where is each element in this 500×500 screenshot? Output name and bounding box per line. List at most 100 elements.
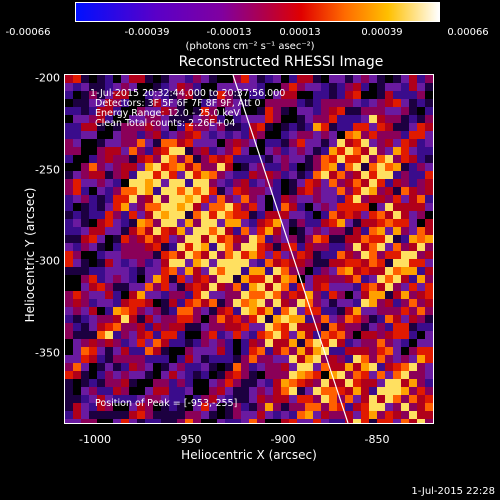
- heatmap-cell: [321, 355, 329, 363]
- heatmap-cell: [257, 307, 265, 315]
- heatmap-cell: [193, 91, 201, 99]
- heatmap-cell: [153, 339, 161, 347]
- heatmap-cell: [361, 75, 369, 83]
- heatmap-cell: [193, 387, 201, 395]
- heatmap-cell: [329, 299, 337, 307]
- heatmap-cell: [169, 163, 177, 171]
- heatmap-cell: [209, 243, 217, 251]
- heatmap-cell: [169, 403, 177, 411]
- heatmap-cell: [89, 195, 97, 203]
- heatmap-cell: [265, 243, 273, 251]
- heatmap-cell: [65, 75, 73, 83]
- heatmap-cell: [153, 99, 161, 107]
- heatmap-cell: [337, 171, 345, 179]
- heatmap-cell: [105, 75, 113, 83]
- heatmap-cell: [81, 91, 89, 99]
- heatmap-cell: [201, 227, 209, 235]
- heatmap-cell: [273, 283, 281, 291]
- heatmap-cell: [193, 163, 201, 171]
- heatmap-cell: [209, 339, 217, 347]
- heatmap-cell: [273, 259, 281, 267]
- heatmap-cell: [425, 379, 433, 387]
- heatmap-cell: [153, 139, 161, 147]
- heatmap-cell: [393, 147, 401, 155]
- heatmap-cell: [313, 379, 321, 387]
- heatmap-cell: [89, 243, 97, 251]
- heatmap-cell: [321, 99, 329, 107]
- heatmap-cell: [241, 75, 249, 83]
- heatmap-cell: [217, 251, 225, 259]
- heatmap-cell: [417, 411, 425, 419]
- heatmap-cell: [289, 419, 297, 423]
- heatmap-cell: [233, 419, 241, 423]
- heatmap-cell: [409, 323, 417, 331]
- heatmap-cell: [169, 267, 177, 275]
- heatmap-cell: [209, 315, 217, 323]
- heatmap-cell: [313, 259, 321, 267]
- heatmap-cell: [161, 371, 169, 379]
- heatmap-cell: [193, 291, 201, 299]
- heatmap-cell: [137, 91, 145, 99]
- heatmap-cell: [73, 203, 81, 211]
- heatmap-cell: [137, 171, 145, 179]
- heatmap-cell: [105, 315, 113, 323]
- heatmap-cell: [113, 347, 121, 355]
- heatmap-cell: [89, 331, 97, 339]
- heatmap-cell: [161, 235, 169, 243]
- heatmap-cell: [161, 259, 169, 267]
- heatmap-cell: [329, 171, 337, 179]
- heatmap-cell: [81, 235, 89, 243]
- heatmap-cell: [105, 347, 113, 355]
- heatmap-cell: [249, 259, 257, 267]
- heatmap-cell: [257, 355, 265, 363]
- heatmap-cell: [377, 147, 385, 155]
- heatmap-cell: [201, 355, 209, 363]
- heatmap-cell: [97, 107, 105, 115]
- heatmap-cell: [129, 171, 137, 179]
- heatmap-cell: [281, 195, 289, 203]
- heatmap-cell: [105, 251, 113, 259]
- heatmap-cell: [393, 299, 401, 307]
- heatmap-cell: [177, 323, 185, 331]
- heatmap-cell: [169, 387, 177, 395]
- heatmap-cell: [177, 83, 185, 91]
- heatmap-cell: [297, 203, 305, 211]
- heatmap-cell: [313, 291, 321, 299]
- heatmap-cell: [233, 107, 241, 115]
- heatmap-cell: [361, 83, 369, 91]
- heatmap-cell: [385, 75, 393, 83]
- heatmap-cell: [329, 307, 337, 315]
- heatmap-cell: [137, 187, 145, 195]
- heatmap-cell: [177, 235, 185, 243]
- heatmap-cell: [281, 259, 289, 267]
- heatmap-cell: [345, 323, 353, 331]
- heatmap-cell: [65, 355, 73, 363]
- heatmap-cell: [345, 275, 353, 283]
- heatmap-cell: [353, 315, 361, 323]
- heatmap-cell: [393, 339, 401, 347]
- heatmap-cell: [265, 299, 273, 307]
- heatmap-cell: [417, 291, 425, 299]
- heatmap-cell: [345, 171, 353, 179]
- heatmap-cell: [209, 235, 217, 243]
- heatmap-cell: [105, 267, 113, 275]
- heatmap-cell: [417, 195, 425, 203]
- heatmap-cell: [329, 131, 337, 139]
- heatmap-cell: [289, 163, 297, 171]
- heatmap-cell: [65, 411, 73, 419]
- heatmap-cell: [161, 203, 169, 211]
- heatmap-cell: [73, 275, 81, 283]
- heatmap-cell: [129, 411, 137, 419]
- heatmap-cell: [129, 347, 137, 355]
- heatmap-cell: [233, 235, 241, 243]
- heatmap-cell: [81, 315, 89, 323]
- heatmap-cell: [361, 227, 369, 235]
- heatmap-cell: [145, 75, 153, 83]
- heatmap-cell: [345, 203, 353, 211]
- heatmap-cell: [217, 291, 225, 299]
- heatmap-cell: [161, 387, 169, 395]
- heatmap-cell: [385, 283, 393, 291]
- heatmap-cell: [337, 91, 345, 99]
- heatmap-cell: [193, 299, 201, 307]
- heatmap-cell: [361, 291, 369, 299]
